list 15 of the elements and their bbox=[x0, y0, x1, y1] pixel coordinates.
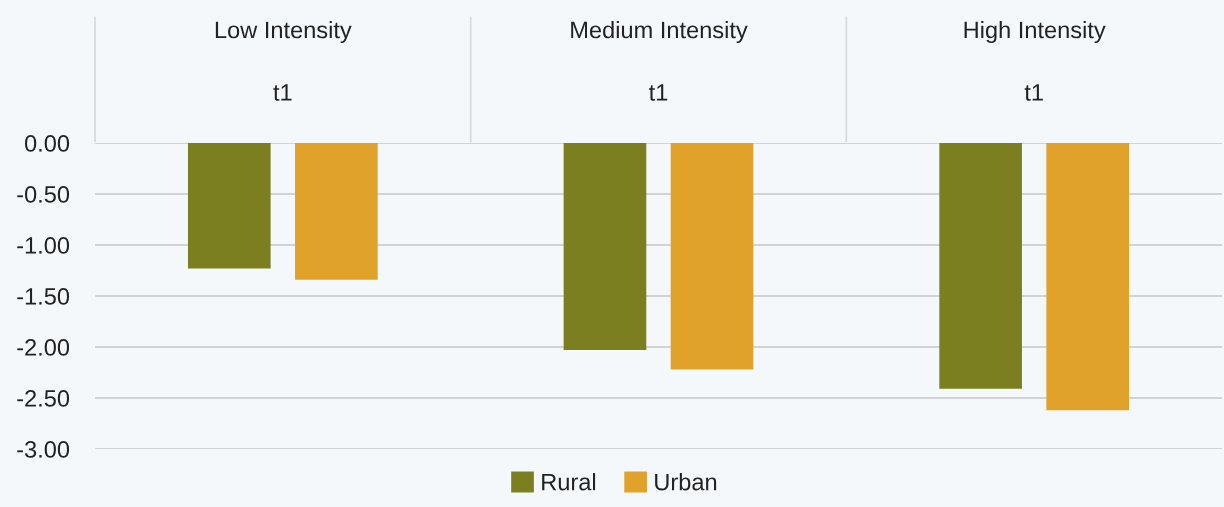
y-tick-label: -3.00 bbox=[17, 441, 70, 458]
y-tick-label: -0.50 bbox=[17, 186, 70, 203]
legend-label: Rural bbox=[542, 473, 596, 491]
y-tick-label: -1.50 bbox=[17, 288, 70, 305]
text: Low Intensity bbox=[215, 21, 352, 43]
x-tick-label: t1 bbox=[273, 84, 292, 101]
legend-label: Urban bbox=[655, 473, 717, 491]
x-tick-label: t1 bbox=[1024, 84, 1043, 101]
x-tick-label: t1 bbox=[649, 84, 668, 101]
text: Medium Intensity bbox=[571, 21, 748, 43]
y-tick-label: -2.50 bbox=[17, 390, 70, 407]
text: High Intensity bbox=[964, 21, 1106, 43]
y-tick-label: 0.00 bbox=[24, 135, 70, 152]
y-tick-label: -2.00 bbox=[17, 339, 70, 356]
y-tick-label: -1.00 bbox=[17, 237, 70, 254]
